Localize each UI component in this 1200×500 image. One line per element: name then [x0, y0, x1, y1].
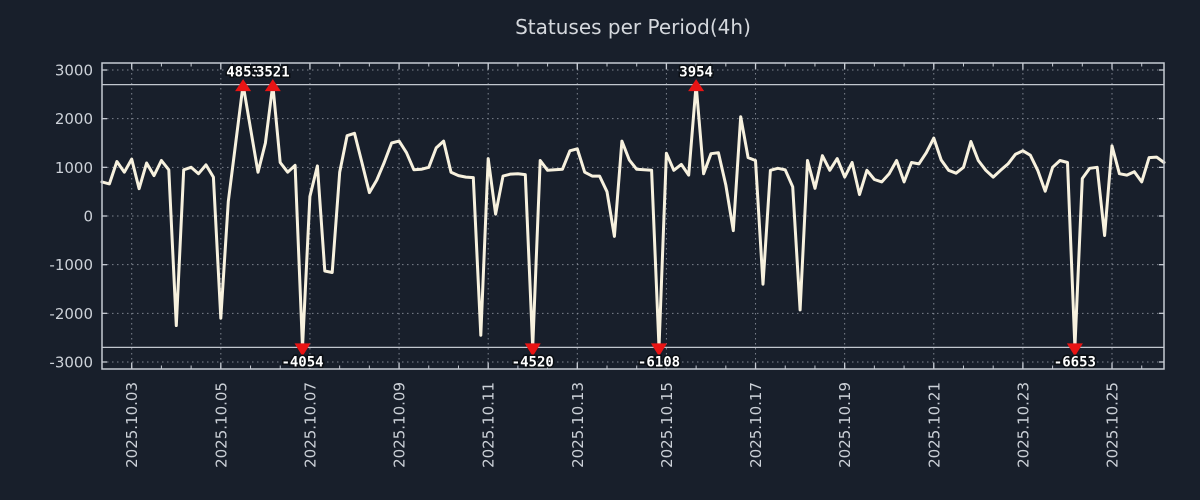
- trough-annotation-label: -4054: [281, 354, 323, 370]
- x-axis-tick-label: 2025.10.13: [569, 382, 587, 468]
- y-axis-tick-label: -1000: [49, 256, 93, 274]
- peak-annotation-label: 4853: [226, 65, 260, 81]
- x-axis-tick-label: 2025.10.25: [1104, 382, 1122, 468]
- peak-annotation-label: 3954: [679, 65, 713, 81]
- trough-marker-down: [294, 343, 311, 357]
- statuses-line: [100, 83, 1166, 349]
- peak-marker-up: [264, 79, 281, 92]
- peak-annotation-label: 3521: [256, 65, 290, 81]
- trough-annotation-label: -6108: [638, 354, 680, 370]
- series-line: [100, 83, 1166, 349]
- x-axis-tick-label: 2025.10.21: [925, 382, 943, 468]
- y-axis-tick-label: 3000: [55, 62, 93, 80]
- axes: [101, 62, 1165, 370]
- y-axis-tick-label: -3000: [49, 353, 93, 371]
- y-axis-tick-label: 0: [83, 208, 93, 226]
- x-axis-tick-label: 2025.10.19: [836, 382, 854, 468]
- x-axis-tick-label: 2025.10.05: [212, 382, 230, 468]
- trough-marker-down: [1066, 343, 1083, 357]
- trough-annotation-label: -4520: [512, 354, 554, 370]
- peak-marker-up: [235, 79, 252, 92]
- y-axis-tick-label: 1000: [55, 159, 93, 177]
- gridlines: [102, 63, 1164, 369]
- x-axis-tick-label: 2025.10.09: [391, 382, 409, 468]
- x-axis-tick-label: 2025.10.11: [480, 382, 498, 468]
- y-axis-tick-label: -2000: [49, 305, 93, 323]
- trough-marker-down: [524, 343, 541, 357]
- x-axis-tick-label: 2025.10.03: [123, 382, 141, 468]
- clip-lines: [102, 84, 1164, 348]
- x-axis-tick-label: 2025.10.17: [747, 382, 765, 468]
- trough-marker-down: [650, 343, 667, 357]
- trough-annotation-label: -6653: [1054, 354, 1096, 370]
- x-axis-tick-label: 2025.10.15: [658, 382, 676, 468]
- y-axis-tick-label: 2000: [55, 110, 93, 128]
- tick-labels: 3000 2000 1000 0 -1000 -2000 -3000 2025.10.03 20…: [49, 62, 1121, 468]
- chart-title: Statuses per Period(4h): [515, 15, 751, 39]
- x-axis-tick-label: 2025.10.07: [301, 382, 319, 468]
- peak-marker-up: [688, 79, 705, 92]
- x-axis-tick-label: 2025.10.23: [1014, 382, 1032, 468]
